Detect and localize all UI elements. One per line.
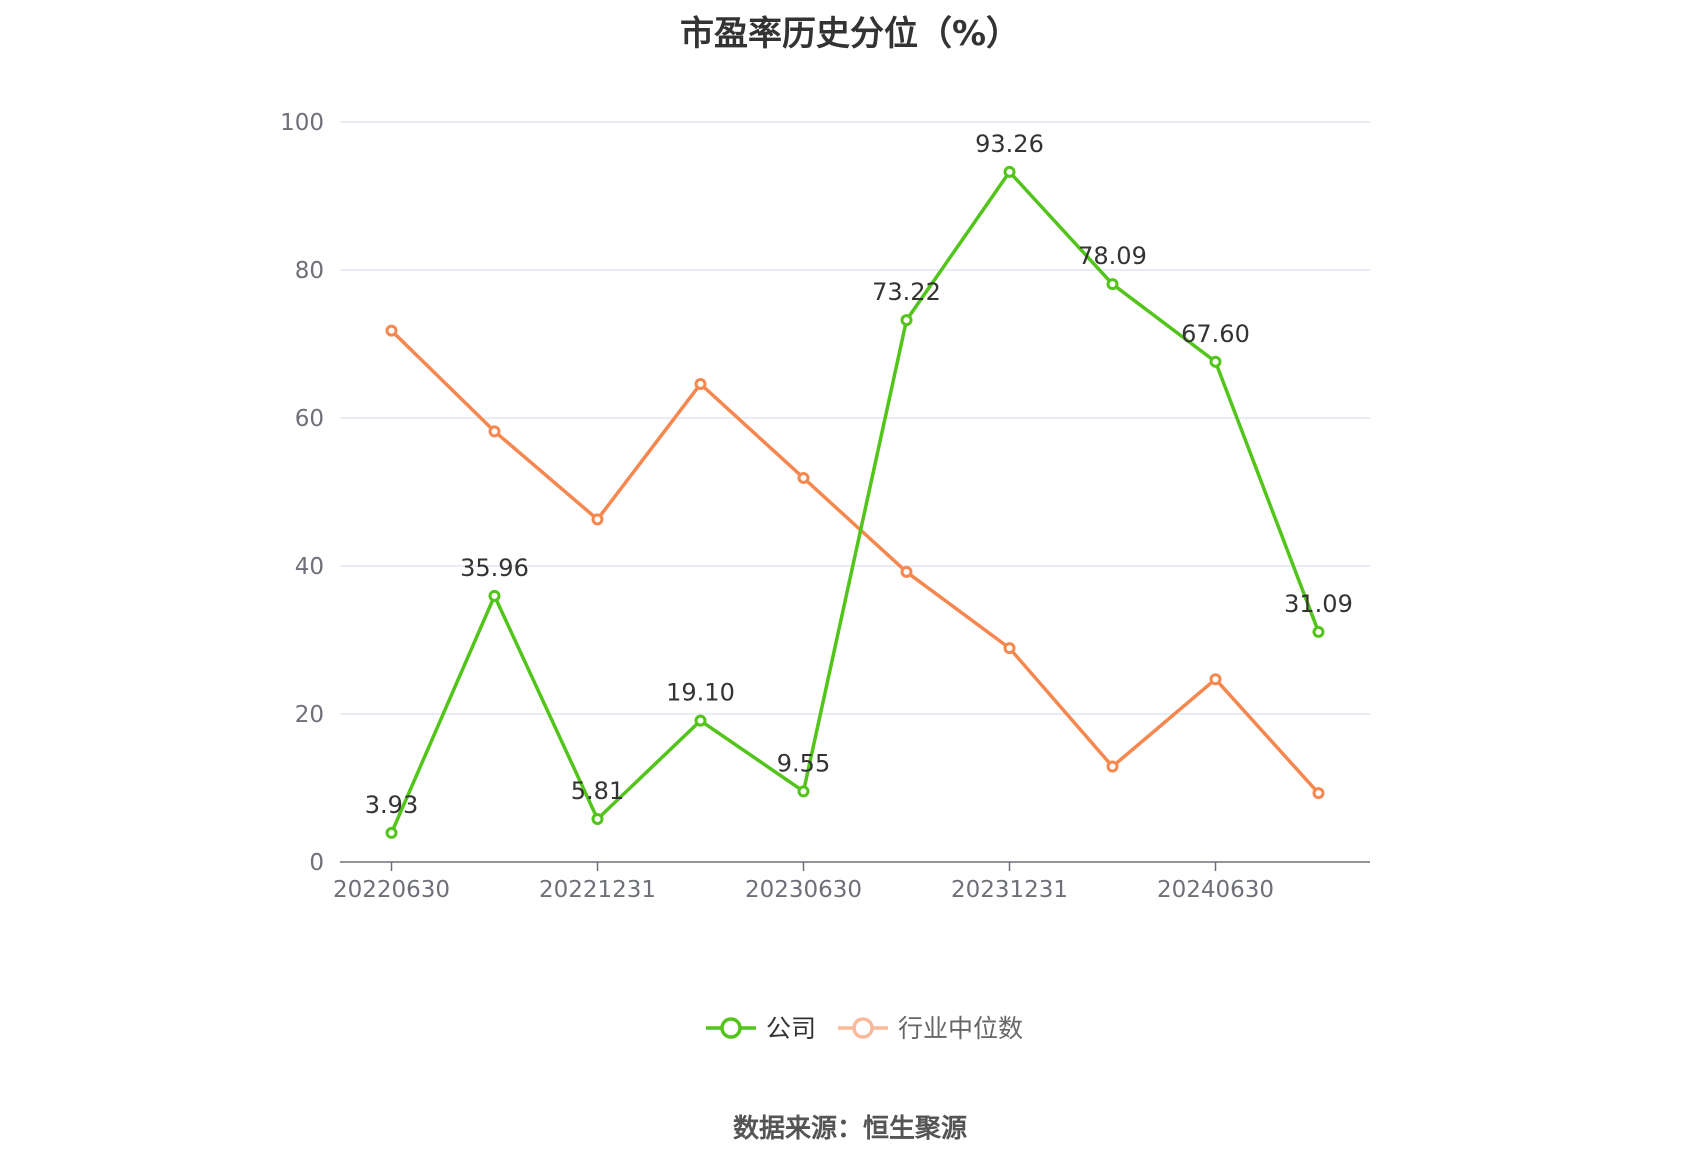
data-point [1209,673,1222,686]
data-point [694,714,707,727]
data-point [1106,278,1119,291]
chart-title: 市盈率历史分位（%） [679,14,1021,54]
data-point [591,513,604,526]
data-point [488,425,501,438]
series-line-1 [390,329,1320,795]
data-point [385,324,398,337]
data-point [1209,355,1222,368]
data-point [797,471,810,484]
data-label: 35.96 [460,554,529,582]
data-label: 67.60 [1181,320,1250,348]
grid-lines [340,121,1370,715]
data-label: 3.93 [365,791,418,819]
data-label: 73.22 [872,278,941,306]
data-label: 19.10 [666,679,735,707]
legend[interactable]: 公司 行业中位数 [706,1014,1023,1043]
data-point [1312,625,1325,638]
data-point [385,826,398,839]
x-tick-label: 20220630 [333,877,450,903]
data-label: 5.81 [571,777,624,805]
data-point [1003,165,1016,178]
data-point [591,813,604,826]
y-tick-label: 80 [295,258,324,284]
data-point [1106,760,1119,773]
data-label: 31.09 [1284,590,1353,618]
y-tick-label: 0 [309,850,324,876]
y-tick-label: 40 [295,554,324,580]
data-label: 9.55 [777,749,830,777]
data-point [1312,787,1325,800]
legend-label: 行业中位数 [898,1014,1023,1043]
series-line-0 [389,170,1321,834]
data-label: 78.09 [1078,242,1147,270]
series-lines [385,165,1325,839]
data-point [1003,642,1016,655]
data-point [797,785,810,798]
x-tick-label: 20240630 [1157,877,1274,903]
axes: 0 20 40 60 80 100 20220630 20221231 20230630 2023… [280,110,1370,903]
data-point [694,377,707,390]
legend-marker [852,1017,874,1039]
y-tick-label: 100 [280,110,324,136]
legend-label: 公司 [766,1014,816,1043]
data-label: 93.26 [975,130,1044,158]
source-note: 数据来源：恒生聚源 [732,1114,967,1144]
data-point [900,565,913,578]
data-point [900,314,913,327]
y-tick-label: 60 [295,406,324,432]
x-tick-label: 20230630 [745,877,862,903]
data-labels: 3.93 35.96 5.81 19.10 9.55 73.22 93.26 78.09 67.… [365,130,1353,819]
legend-marker [720,1017,742,1039]
data-point [488,589,501,602]
x-tick-label: 20231231 [951,877,1068,903]
y-tick-label: 20 [295,702,324,728]
x-tick-label: 20221231 [539,877,656,903]
